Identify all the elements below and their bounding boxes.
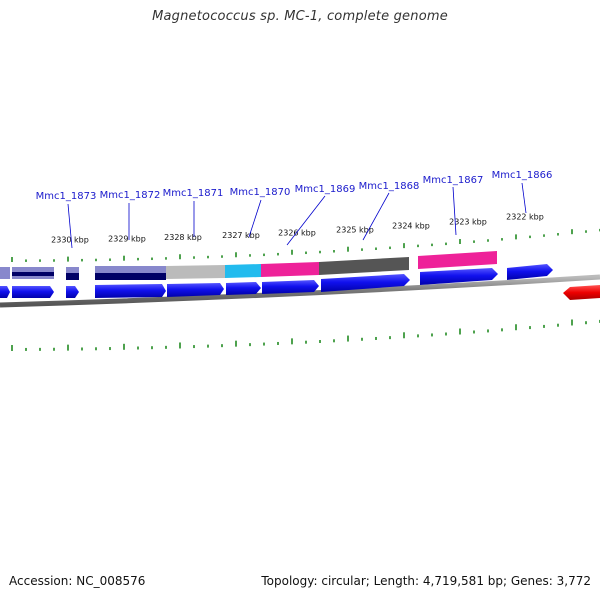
cog-block <box>166 265 225 279</box>
kbp-tick-track <box>11 228 600 351</box>
map-title: Magnetococcus sp. MC-1, complete genome <box>152 9 448 24</box>
cog-block <box>225 264 261 278</box>
cds-arrow <box>507 264 553 280</box>
cog-block <box>319 257 409 275</box>
cds-arrow <box>226 282 261 295</box>
kbp-tick-label: 2330 kbp <box>51 236 89 245</box>
gene-label[interactable]: Mmc1_1871 <box>163 188 224 199</box>
gene-label[interactable]: Mmc1_1869 <box>295 184 356 195</box>
cds-arrow <box>95 284 166 298</box>
genome-stats-label: Topology: circular; Length: 4,719,581 bp… <box>261 574 591 588</box>
kbp-tick-label: 2329 kbp <box>108 235 146 244</box>
gene-label[interactable]: Mmc1_1868 <box>359 181 420 192</box>
cog-block <box>12 272 54 276</box>
cog-block <box>0 267 10 279</box>
genome-backbone <box>0 274 600 308</box>
cog-block <box>418 251 497 269</box>
kbp-tick-label: 2322 kbp <box>506 213 544 222</box>
kbp-tick-label: 2327 kbp <box>222 231 260 240</box>
label-track: 2330 kbp 2329 kbp 2328 kbp 2327 kbp 2326 kbp… <box>36 170 553 249</box>
gene-leader-line <box>452 186 457 236</box>
gene-leader-line <box>521 182 527 214</box>
gene-label[interactable]: Mmc1_1870 <box>230 187 291 198</box>
cog-block <box>66 273 79 280</box>
gene-label[interactable]: Mmc1_1872 <box>100 190 161 201</box>
gene-leader-line <box>248 199 262 238</box>
gene-label[interactable]: Mmc1_1873 <box>36 191 97 202</box>
gene-leader-line <box>362 192 390 241</box>
cds-forward-track <box>0 264 553 298</box>
gene-leader-line <box>286 195 326 246</box>
cog-block <box>261 262 319 277</box>
cog-block <box>95 273 166 280</box>
kbp-tick-label: 2325 kbp <box>336 225 374 234</box>
gene-label[interactable]: Mmc1_1867 <box>423 175 484 186</box>
cds-arrow-reverse <box>563 285 600 300</box>
gene-leader-line <box>67 203 73 249</box>
cog-ring <box>0 251 497 280</box>
kbp-tick-label: 2328 kbp <box>164 233 202 242</box>
kbp-tick-label: 2323 kbp <box>449 217 487 226</box>
gene-label[interactable]: Mmc1_1866 <box>492 170 553 181</box>
cds-arrow <box>167 283 224 297</box>
cds-arrow <box>321 274 410 292</box>
cds-arrow <box>12 286 54 298</box>
cds-arrow <box>262 280 319 294</box>
kbp-tick-label: 2324 kbp <box>392 222 430 231</box>
cds-arrow <box>420 268 498 285</box>
cds-arrow <box>0 286 10 298</box>
kbp-tick-label: 2326 kbp <box>278 229 316 238</box>
cds-arrow <box>66 286 79 298</box>
accession-label: Accession: NC_008576 <box>9 574 146 588</box>
